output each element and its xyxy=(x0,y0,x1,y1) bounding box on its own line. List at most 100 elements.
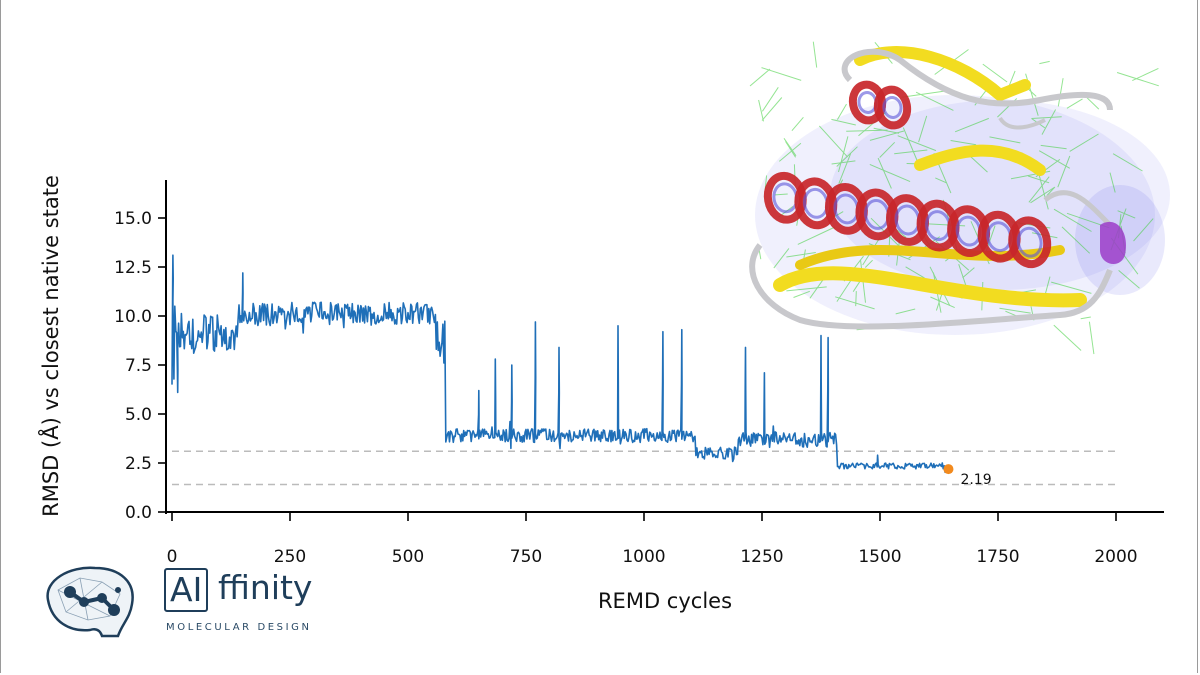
contact-line xyxy=(1053,324,1082,351)
contact-line xyxy=(761,87,779,112)
contact-line xyxy=(783,138,797,157)
contact-line xyxy=(1027,175,1050,184)
y-tick-label: 12.5 xyxy=(114,258,152,278)
contact-line xyxy=(812,41,818,68)
contact-line xyxy=(1066,98,1083,109)
contact-line xyxy=(846,129,888,132)
contact-line xyxy=(1133,218,1154,242)
reference-lines xyxy=(172,450,1116,486)
contact-line xyxy=(838,136,849,173)
logo-wordmark: ffinity xyxy=(218,568,313,607)
y-axis-ticks: 0.0 2.5 5.0 7.5 10.0 12.5 15.0 xyxy=(114,209,166,523)
contact-line xyxy=(838,153,852,184)
y-axis-label: RMSD (Å) vs closest native state xyxy=(37,175,63,517)
x-tick-label: 1250 xyxy=(740,547,783,567)
contact-line xyxy=(786,252,816,258)
beta-sheet-strand xyxy=(773,266,1087,308)
contact-line xyxy=(982,63,1008,83)
contact-line xyxy=(1080,316,1091,320)
contact-line xyxy=(935,177,947,184)
contact-line xyxy=(835,296,875,310)
contact-line xyxy=(818,125,848,158)
contact-line xyxy=(1040,144,1067,150)
contact-line xyxy=(902,127,918,161)
contact-line xyxy=(1046,186,1056,196)
contact-line xyxy=(918,115,928,143)
last-point-marker xyxy=(943,464,954,475)
affinity-logo: AI ffinity MOLECULAR DESIGN xyxy=(40,560,350,640)
y-tick-label: 5.0 xyxy=(125,405,152,425)
contact-line xyxy=(1038,150,1071,169)
contact-line xyxy=(852,279,862,292)
alpha-helix xyxy=(763,171,1052,269)
contact-line xyxy=(1061,226,1091,254)
contact-line xyxy=(1117,210,1136,219)
beta-sheet-strand xyxy=(914,144,1046,176)
y-tick-label: 7.5 xyxy=(125,356,152,376)
contact-line xyxy=(950,140,977,146)
contact-line xyxy=(1116,72,1159,87)
contact-line xyxy=(989,136,1021,144)
contact-line xyxy=(1051,281,1092,294)
helix-fragment xyxy=(1100,221,1126,265)
contact-line xyxy=(869,130,905,141)
contact-line xyxy=(873,127,900,134)
contact-line xyxy=(793,290,810,298)
x-tick-label: 1500 xyxy=(858,547,901,567)
y-tick-label: 2.5 xyxy=(125,454,152,474)
contact-line xyxy=(1039,60,1050,65)
contact-line xyxy=(791,116,804,132)
helix-turn xyxy=(1008,216,1052,269)
x-tick-label: 1000 xyxy=(622,547,665,567)
alpha-helix xyxy=(848,80,912,130)
contact-line xyxy=(1037,171,1049,210)
contact-line xyxy=(962,267,975,279)
contact-line xyxy=(935,293,943,311)
contact-line xyxy=(855,291,857,307)
x-tick-label: 2000 xyxy=(1094,547,1137,567)
contact-line xyxy=(895,308,916,315)
loop-coil xyxy=(998,116,1046,130)
loop-coil xyxy=(749,243,1113,330)
contact-line xyxy=(894,149,928,155)
contact-line xyxy=(930,296,955,309)
beta-sheet-strand xyxy=(795,245,1065,270)
contact-line xyxy=(999,307,1031,314)
contact-line xyxy=(836,103,847,120)
x-axis-label: REMD cycles xyxy=(598,589,732,613)
helix-turn xyxy=(873,85,912,130)
helix-turn-shade xyxy=(1016,226,1043,258)
y-tick-label: 10.0 xyxy=(114,307,152,327)
last-point-label: 2.19 xyxy=(960,472,991,488)
contact-line xyxy=(778,142,802,162)
contact-line xyxy=(831,118,856,126)
contact-line xyxy=(1031,116,1062,119)
contact-line xyxy=(761,67,802,81)
contact-line xyxy=(775,193,788,196)
x-tick-label: 250 xyxy=(274,547,306,567)
brain-network-icon xyxy=(46,566,134,638)
contact-line xyxy=(915,91,954,111)
contact-line xyxy=(901,90,946,98)
protein-structure-illustration xyxy=(749,41,1170,355)
contact-line xyxy=(1057,155,1071,188)
x-tick-label: 0 xyxy=(167,547,178,567)
helix-turn-shade xyxy=(882,96,903,119)
logo-ai-box: AI xyxy=(164,568,209,612)
logo-tagline: MOLECULAR DESIGN xyxy=(166,622,312,633)
contact-line xyxy=(786,286,827,292)
contact-line xyxy=(1057,78,1064,107)
contact-line xyxy=(1112,153,1143,172)
x-tick-label: 500 xyxy=(392,547,424,567)
contact-line xyxy=(761,97,783,121)
contact-line xyxy=(1088,321,1095,355)
x-tick-label: 750 xyxy=(510,547,542,567)
x-axis-ticks: 0 250 500 750 1000 1250 1500 1750 2000 xyxy=(167,513,1138,567)
contact-line xyxy=(797,226,836,245)
contact-line xyxy=(1041,109,1057,135)
x-tick-label: 1750 xyxy=(976,547,1019,567)
contact-line xyxy=(758,99,764,122)
contact-line xyxy=(897,135,937,152)
